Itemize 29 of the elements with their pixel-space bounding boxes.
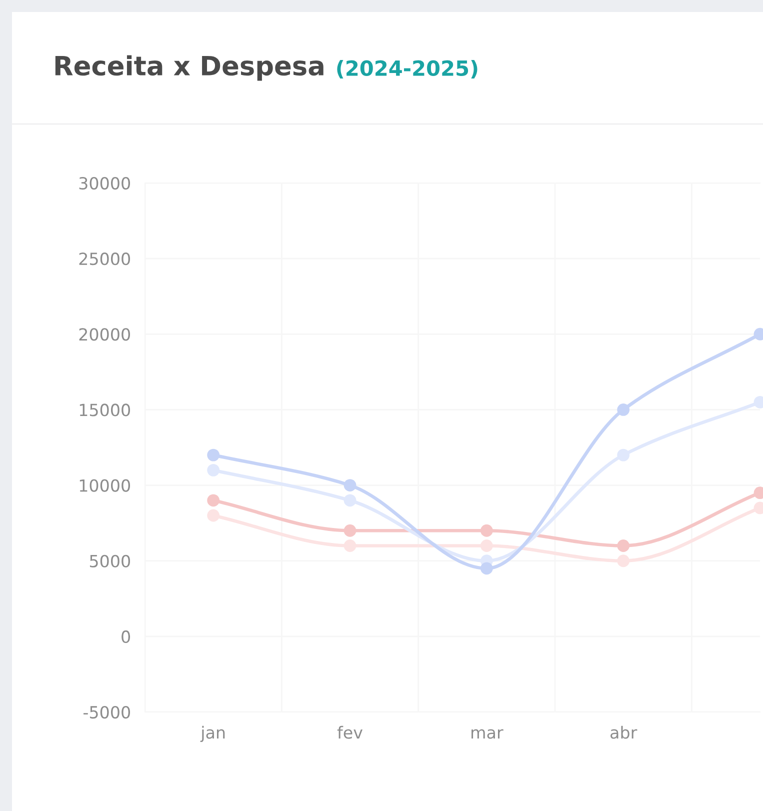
chart-subtitle: (2024-2025): [337, 60, 478, 78]
point: [207, 448, 220, 462]
y-tick-label: 15000: [80, 404, 130, 416]
x-tick-label: jan: [200, 726, 225, 742]
y-tick-label: 20000: [79, 328, 130, 341]
y-tick-label: 0: [122, 630, 130, 643]
point: [207, 509, 220, 522]
y-tick-label: -5000: [83, 706, 130, 719]
point: [617, 540, 630, 552]
point: [344, 479, 356, 492]
point: [617, 404, 630, 416]
point: [207, 464, 220, 476]
x-tick-label: mar: [472, 729, 504, 739]
y-tick-label: 30000: [79, 176, 130, 190]
y-tick-label: 5000: [90, 554, 130, 568]
point: [617, 554, 630, 568]
y-tick-label: 10000: [80, 479, 130, 492]
x-tick-label: fev: [337, 726, 362, 739]
y-tick-label: 25000: [79, 252, 130, 266]
point: [480, 562, 493, 575]
point: [617, 448, 630, 462]
point: [344, 494, 356, 507]
point: [344, 524, 356, 537]
chart-title: Receita x Despesa: [55, 55, 324, 81]
x-tick-label: abr: [610, 726, 638, 739]
point: [480, 524, 493, 537]
point: [207, 494, 220, 507]
point: [344, 540, 356, 552]
point: [480, 540, 493, 552]
